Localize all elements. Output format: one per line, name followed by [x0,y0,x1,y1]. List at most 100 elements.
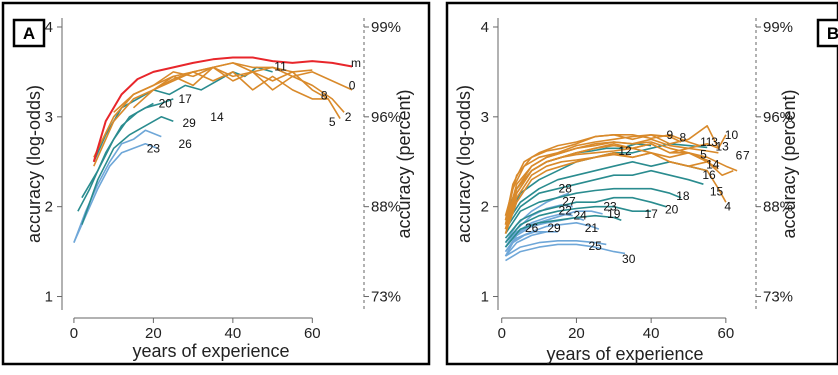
series-label: 16 [702,168,716,182]
x-tick-label: 0 [70,325,78,342]
series-line-29 [504,231,558,257]
x-tick-label: 20 [568,325,585,342]
y-tick-label-right: 96% [371,109,401,126]
y-tick-label-left: 4 [481,19,489,36]
series-label: 12 [618,144,632,158]
series-label: 1 [700,135,707,149]
y-tick-label-right: 99% [371,19,401,36]
series-label: m [351,56,361,70]
y-tick-label-left: 3 [45,109,53,126]
x-tick-label: 40 [225,325,242,342]
x-axis-label: years of experience [132,341,289,361]
x-tick-label: 20 [145,325,162,342]
series-line-30 [505,243,626,262]
y-tick-label-left: 3 [481,109,489,126]
y-axis-label-left: accuracy (log-odds) [454,85,474,243]
series-label: 17 [178,92,192,106]
series-label: 0 [349,78,356,92]
series-label: 1 [706,135,713,149]
y-axis-label-right: accuracy (percent) [779,89,799,238]
series-line-2 [152,66,345,113]
y-tick-label-left: 1 [45,289,53,306]
series-line-7 [504,141,738,225]
series-label: 20 [665,202,679,216]
y-tick-label-right: 88% [371,199,401,216]
series-label: 26 [178,137,192,151]
panel-frame [445,1,838,366]
x-tick-label: 0 [498,325,506,342]
series-label: 17 [644,207,658,221]
series-line-25 [505,240,607,257]
series-line-20 [504,196,667,239]
series-line-15 [504,169,704,230]
y-tick-label-left: 2 [481,199,489,216]
panel-letter: A [23,24,35,43]
y-axis-label-left: accuracy (log-odds) [24,85,44,243]
series-line-17 [81,98,174,199]
series-line-21 [504,222,600,253]
series-label: 4 [724,200,731,214]
series-label: 14 [706,157,720,171]
series-label: 9 [666,128,673,142]
series-label: 24 [573,209,587,223]
series-line-18 [504,187,682,235]
series-line-5 [132,71,341,120]
panel-letter-box [816,18,838,48]
series-line-4 [504,152,727,234]
series-line-29 [81,116,174,225]
y-tick-label-right: 96% [763,109,793,126]
y-tick-label-left: 1 [481,289,489,306]
series-line-23 [73,143,158,243]
series-label: 5 [700,148,707,162]
series-label: 26 [525,221,539,235]
panel-frame [1,1,431,366]
series-label: 22 [559,203,573,217]
y-tick-label-right: 88% [763,199,793,216]
x-tick-label: 60 [304,325,321,342]
series-label: 23 [147,141,161,155]
series-label: 2 [345,110,352,124]
series-label: 15 [710,184,724,198]
series-label: 11 [274,60,287,74]
series-line-26 [504,231,547,257]
series-label: 19 [607,207,621,221]
y-tick-label-right: 73% [763,289,793,306]
x-axis-label: years of experience [546,344,703,364]
series-label: 7 [743,148,750,162]
x-tick-label: 40 [643,325,660,342]
series-label: 3 [711,135,718,149]
y-tick-label-right: 99% [763,19,793,36]
series-label: 28 [559,182,573,196]
series-line-8 [113,66,329,113]
y-tick-label-left: 4 [45,19,53,36]
series-label: 29 [182,116,196,130]
series-label: 8 [680,130,687,144]
series-label: 8 [321,88,328,102]
series-line-m [92,56,353,163]
y-tick-label-left: 2 [45,199,53,216]
y-axis-label-right: accuracy (percent) [394,89,414,238]
series-label: 30 [622,252,636,266]
series-label: 10 [725,128,739,142]
series-line-23 [504,210,603,248]
series-line-9 [504,134,682,225]
series-label: 6 [736,148,743,162]
series-label: 23 [603,200,617,214]
x-tick-label: 60 [718,325,735,342]
series-line-22 [504,213,573,248]
y-tick-label-right: 73% [371,289,401,306]
series-label: 13 [715,139,729,153]
panel-letter-box [12,18,46,48]
series-line-10 [504,125,727,216]
series-line-6 [504,143,734,230]
series-line-19 [504,214,622,248]
series-label: 29 [547,221,561,235]
series-label: 5 [329,115,336,129]
series-label: 27 [562,194,576,208]
panel-letter: B [827,24,838,43]
series-label: 18 [676,189,690,203]
series-label: 25 [588,239,602,253]
